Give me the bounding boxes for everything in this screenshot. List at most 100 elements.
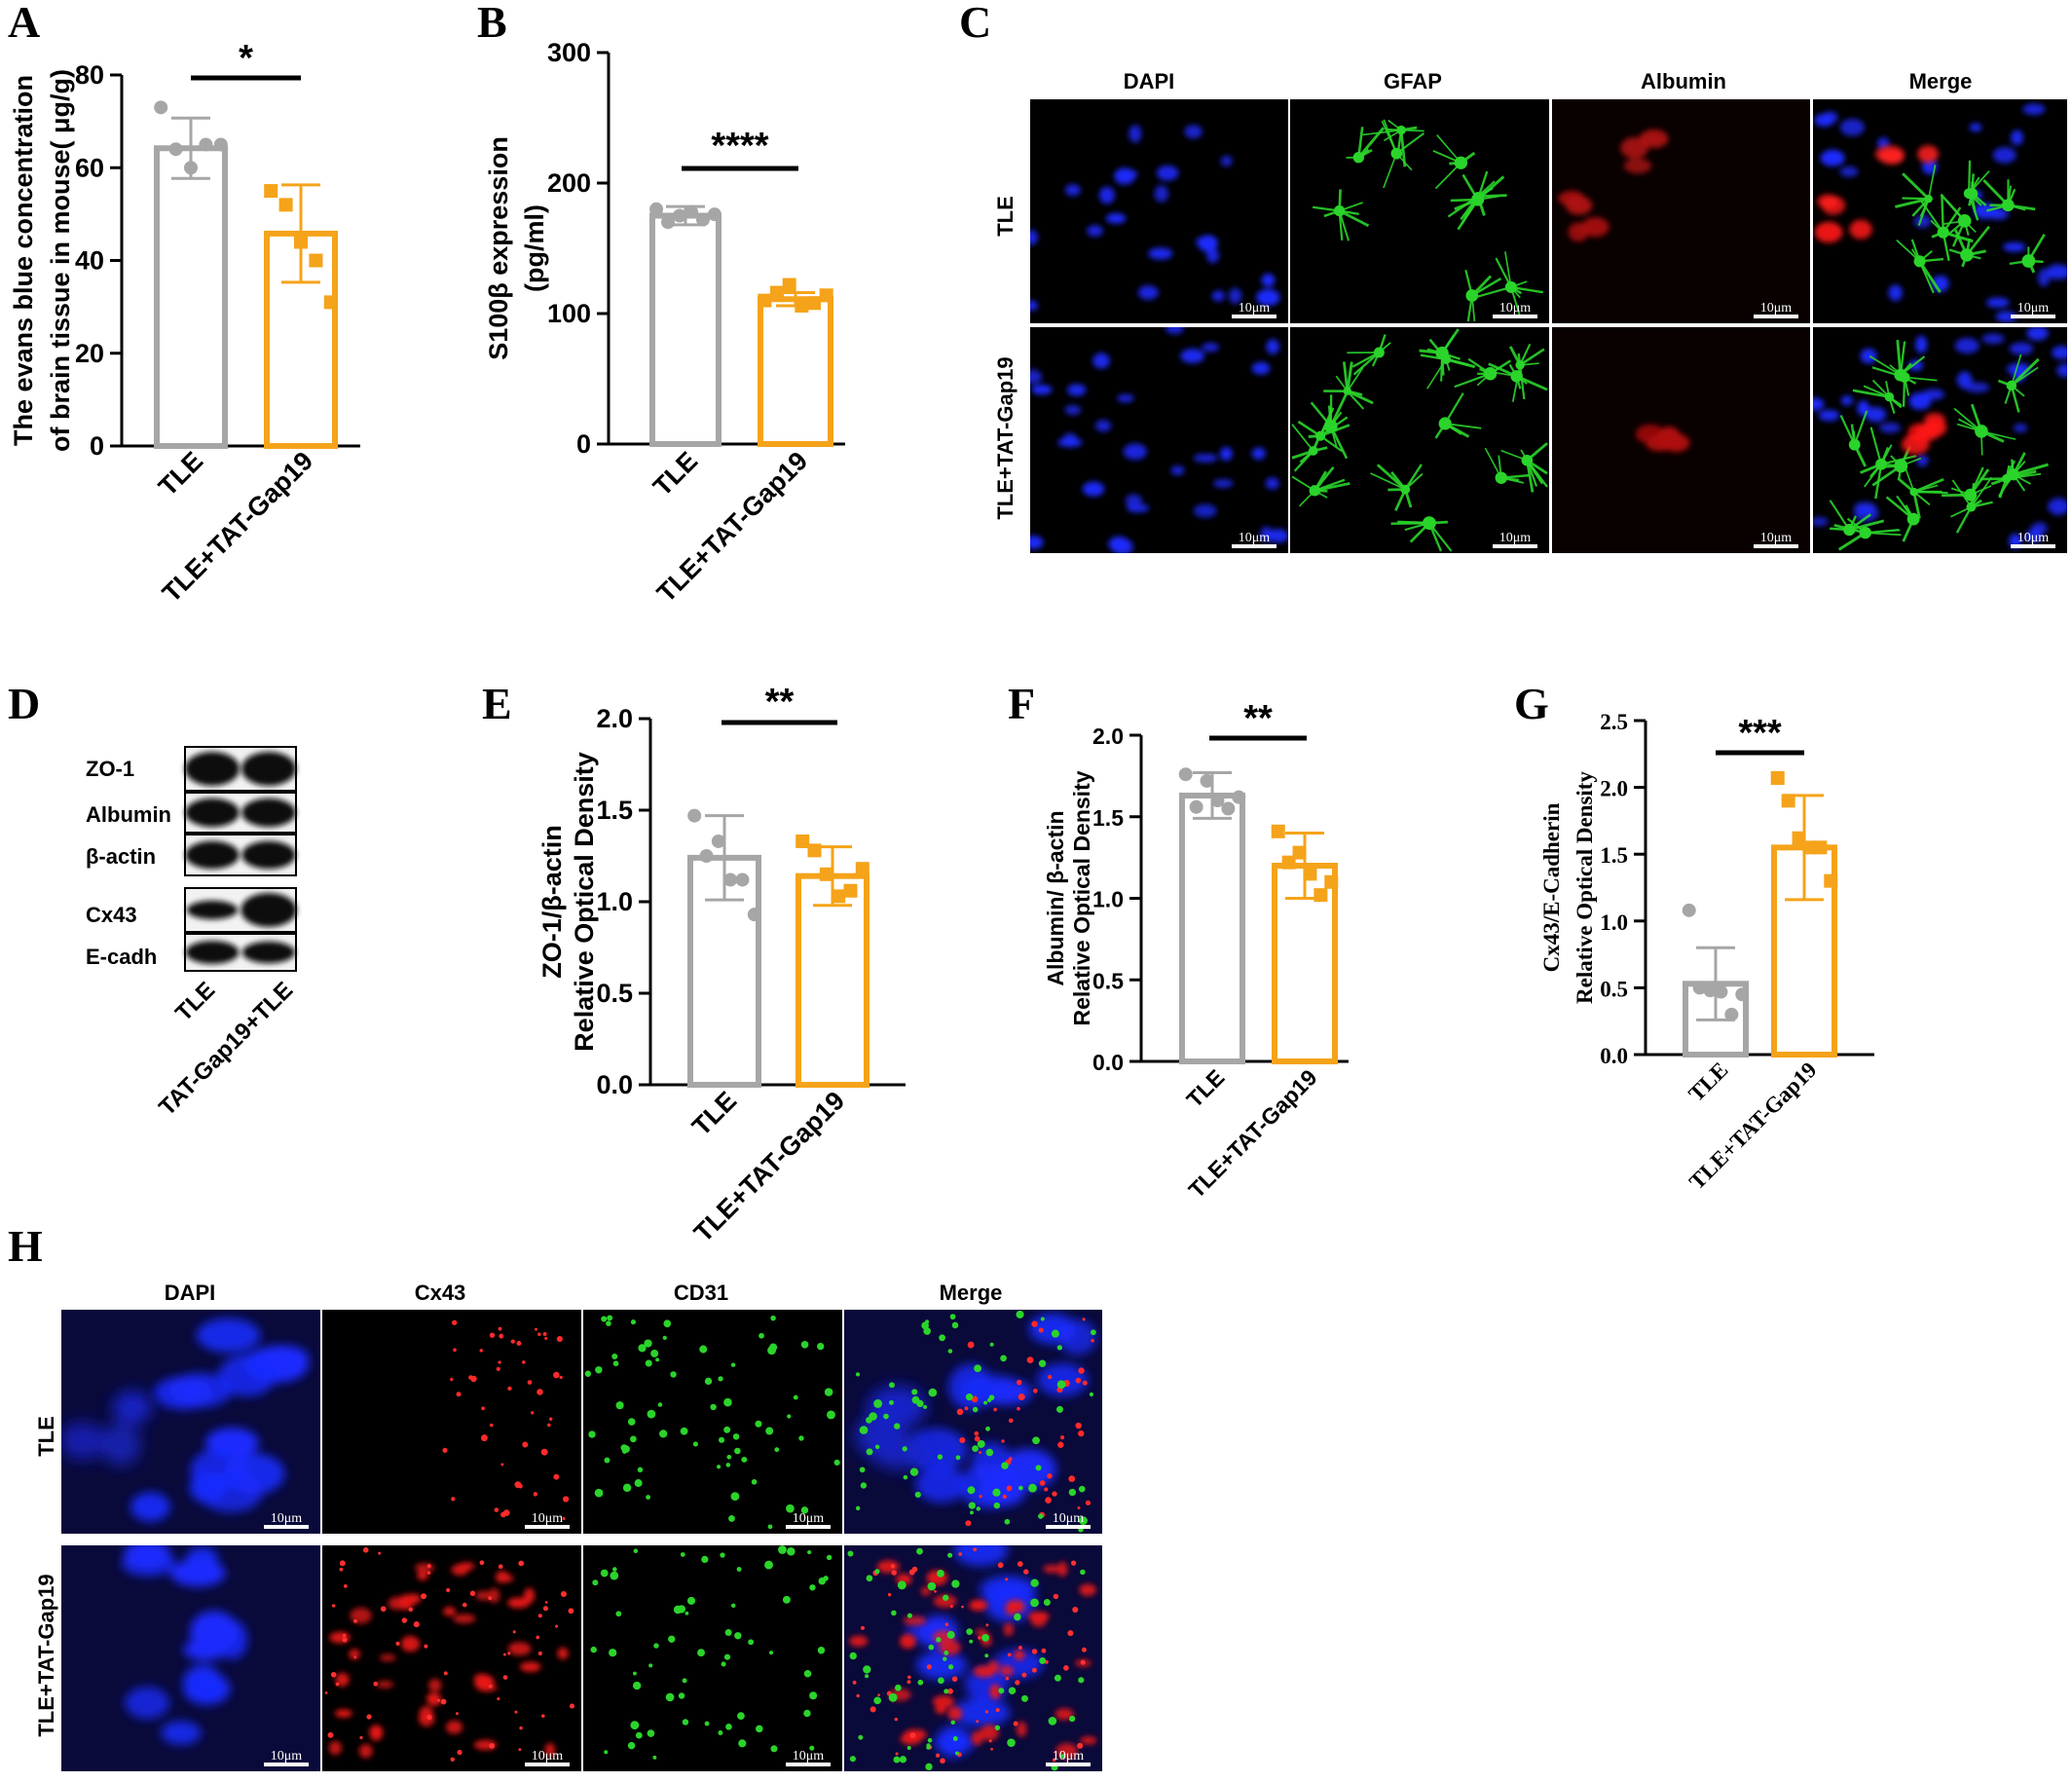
cell-blob (1973, 203, 1998, 219)
punctum (549, 1417, 553, 1421)
astrocyte-process (1476, 373, 1492, 387)
bar-tle (1179, 792, 1245, 1064)
punctum (1078, 1677, 1085, 1684)
punctum (824, 1388, 833, 1396)
blot-band (241, 798, 296, 828)
cell-blob (1902, 433, 1930, 455)
punctum (955, 1751, 959, 1756)
punctum (1082, 1380, 1088, 1386)
punctum (889, 1399, 894, 1405)
punctum (662, 1335, 667, 1341)
astrocyte-process (1869, 427, 1883, 465)
cell-blob (2056, 363, 2067, 378)
punctum (888, 1692, 898, 1702)
astrocytes (1895, 160, 2046, 294)
y-tick-label: 0.0 (1600, 1044, 1628, 1068)
puncta (852, 1547, 1087, 1764)
cell-blob (971, 1730, 983, 1746)
western-blot-d: ZO-1 Albumin β-actin Cx43 E-cadh TLE TAT… (86, 746, 298, 1121)
scale-bar-label: 10μm (1760, 301, 1793, 316)
punctum (764, 1560, 773, 1570)
astrocyte-process (1390, 471, 1407, 491)
cell-blob (1814, 221, 1843, 243)
column-label-merge: Merge (940, 1281, 1003, 1305)
significance-label: ** (765, 682, 795, 723)
cell-blob (948, 1363, 993, 1411)
cell-blob (475, 1590, 491, 1601)
data-point (264, 184, 278, 199)
astrocyte-process (1312, 434, 1321, 452)
astrocyte-process (1980, 430, 1983, 456)
punctum (1033, 1389, 1038, 1393)
cell-blob (1220, 447, 1233, 461)
astrocyte-process (1346, 361, 1353, 391)
cell-blob (1581, 217, 1610, 238)
data-point (1714, 984, 1728, 999)
astrocyte-process (1520, 449, 1529, 462)
y-tick-label: 1.0 (1092, 887, 1124, 912)
punctum (891, 1570, 897, 1576)
cell-blob (1879, 423, 1902, 433)
cell-blob (1156, 165, 1179, 181)
astrocyte-process (1388, 119, 1402, 131)
punctum (767, 1346, 776, 1355)
cell-blob (1165, 327, 1184, 335)
punctum (1017, 1379, 1022, 1386)
tile-content (1312, 119, 1544, 322)
punctum (684, 1611, 689, 1615)
punctum (401, 1617, 408, 1623)
scale-bar (2011, 315, 2055, 318)
punctum (866, 1575, 873, 1582)
cell-blob (557, 1647, 569, 1660)
punctum (536, 1389, 543, 1395)
astrocyte-process (1444, 422, 1470, 438)
astrocyte-process (1853, 444, 1868, 467)
cell-blob (2046, 264, 2067, 279)
data-point (735, 872, 750, 887)
punctum (426, 1564, 431, 1569)
punctum (895, 1752, 899, 1756)
cell-blob (1148, 247, 1173, 260)
blot-band (185, 798, 240, 828)
data-point (649, 202, 664, 216)
data-point (796, 834, 810, 848)
scale-bar (1046, 1525, 1091, 1529)
punctum (974, 1435, 980, 1442)
astrocyte-process (1291, 449, 1314, 460)
cell-blob (1267, 529, 1288, 543)
astrocyte-process (1896, 239, 1921, 262)
astrocyte-process (1910, 248, 1921, 262)
punctum (1044, 1487, 1049, 1492)
punctum (1038, 1359, 1047, 1367)
astrocyte-process (1357, 127, 1364, 158)
column-label-dapi: DAPI (1124, 69, 1175, 93)
punctum (489, 1332, 496, 1338)
punctum (883, 1413, 889, 1420)
astrocyte-process (1484, 447, 1502, 479)
punctum (823, 1576, 829, 1581)
punctum (1075, 1422, 1082, 1429)
background-tint (1552, 99, 1810, 323)
punctum (468, 1375, 473, 1380)
punctum (1080, 1569, 1086, 1576)
cell-blob (1260, 526, 1273, 542)
astrocyte-process (1473, 285, 1512, 299)
astrocyte-process (1445, 422, 1482, 429)
y-axis-label: Cx43/E-Cadherin (1539, 802, 1564, 972)
data-point (807, 843, 822, 858)
fluorescence (1874, 145, 1939, 165)
punctum (974, 1364, 982, 1373)
punctum (944, 1622, 949, 1626)
column-label-merge: Merge (1909, 69, 1973, 93)
punctum (638, 1344, 647, 1353)
chart-g: 0.0 0.5 1.0 1.5 2.0 2.5 Cx43/E-Cadherin Relativ… (1539, 710, 1874, 1194)
data-point (199, 137, 213, 152)
punctum (1052, 1758, 1056, 1763)
y-tick-label: 0 (576, 429, 591, 459)
cell-blob (2009, 342, 2034, 355)
punctum (1031, 1649, 1038, 1654)
tile-content (61, 1310, 320, 1534)
scale-bar (1754, 544, 1798, 548)
punctum (1078, 1429, 1085, 1437)
astrocyte-process (1969, 483, 1976, 507)
